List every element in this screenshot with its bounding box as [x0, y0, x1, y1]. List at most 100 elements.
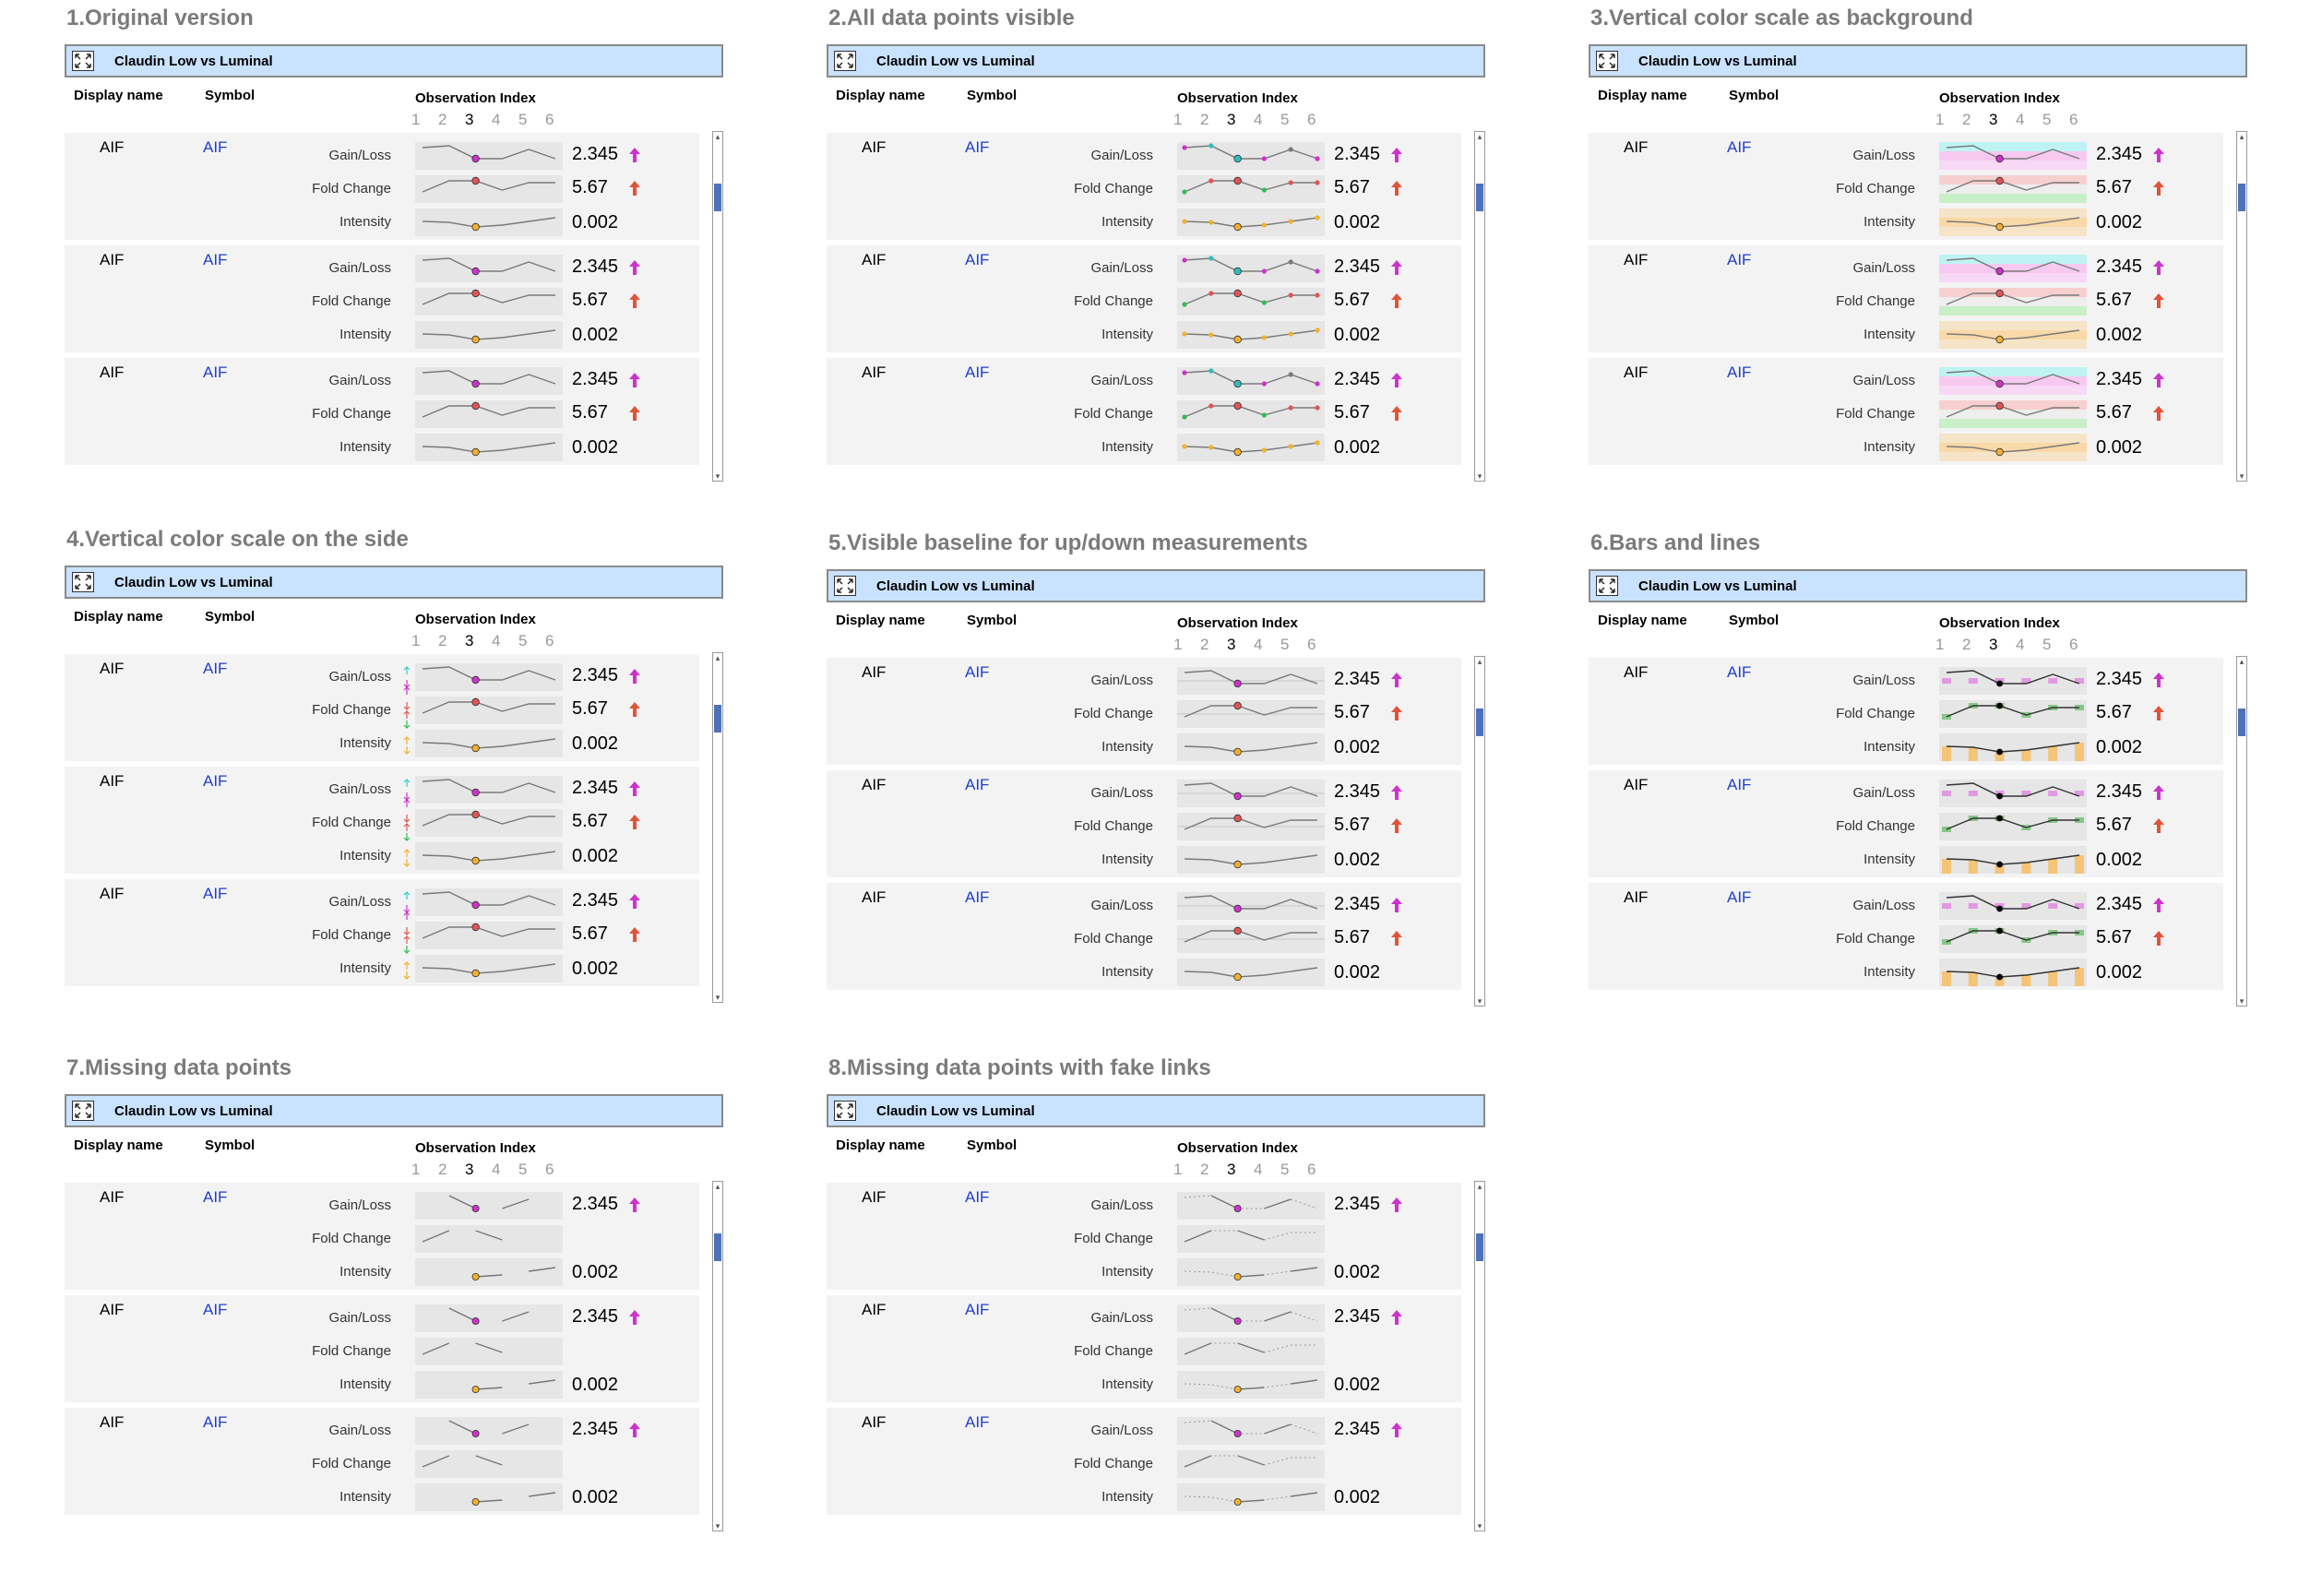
- symbol-link[interactable]: AIF: [965, 251, 990, 268]
- scroll-up-icon[interactable]: ▴: [2239, 657, 2245, 666]
- observation-index-3[interactable]: 3: [1227, 1161, 1236, 1178]
- scrollbar[interactable]: ▴ ▾: [712, 131, 723, 482]
- observation-index-6[interactable]: 6: [1307, 1161, 1316, 1178]
- expand-icon[interactable]: [834, 51, 856, 71]
- scroll-up-icon[interactable]: ▴: [1477, 657, 1482, 666]
- observation-index-6[interactable]: 6: [545, 632, 554, 649]
- expand-icon[interactable]: [1596, 576, 1618, 596]
- observation-index-4[interactable]: 4: [492, 632, 501, 649]
- expand-icon[interactable]: [72, 572, 94, 592]
- symbol-link[interactable]: AIF: [1727, 888, 1752, 906]
- symbol-link[interactable]: AIF: [965, 1413, 990, 1431]
- expand-icon[interactable]: [834, 1101, 856, 1121]
- symbol-link[interactable]: AIF: [1727, 138, 1752, 156]
- observation-index-3[interactable]: 3: [465, 1161, 474, 1178]
- scroll-up-icon[interactable]: ▴: [2239, 132, 2245, 141]
- symbol-link[interactable]: AIF: [203, 1188, 228, 1206]
- scrollbar[interactable]: ▴ ▾: [2236, 656, 2247, 1006]
- observation-index-4[interactable]: 4: [492, 111, 501, 128]
- scroll-thumb[interactable]: [714, 1233, 721, 1261]
- observation-index-2[interactable]: 2: [1962, 636, 1971, 653]
- symbol-link[interactable]: AIF: [203, 1301, 228, 1318]
- observation-index-5[interactable]: 5: [518, 632, 528, 649]
- symbol-link[interactable]: AIF: [203, 885, 228, 902]
- expand-icon[interactable]: [72, 1101, 94, 1121]
- scroll-thumb[interactable]: [2238, 709, 2245, 736]
- scroll-down-icon[interactable]: ▾: [2239, 996, 2245, 1006]
- scrollbar[interactable]: ▴ ▾: [1474, 656, 1485, 1006]
- scroll-down-icon[interactable]: ▾: [2239, 471, 2245, 481]
- symbol-link[interactable]: AIF: [965, 1188, 990, 1206]
- observation-index-6[interactable]: 6: [545, 111, 554, 128]
- scrollbar[interactable]: ▴ ▾: [1474, 1181, 1485, 1531]
- observation-index-4[interactable]: 4: [492, 1161, 501, 1178]
- symbol-link[interactable]: AIF: [965, 1301, 990, 1318]
- symbol-link[interactable]: AIF: [965, 776, 990, 793]
- observation-index-1[interactable]: 1: [1935, 636, 1945, 653]
- scroll-thumb[interactable]: [1476, 184, 1483, 211]
- observation-index-5[interactable]: 5: [1280, 636, 1290, 653]
- observation-index-2[interactable]: 2: [1962, 111, 1971, 128]
- observation-index-3[interactable]: 3: [1227, 636, 1236, 653]
- observation-index-3[interactable]: 3: [1227, 111, 1236, 128]
- observation-index-5[interactable]: 5: [518, 1161, 528, 1178]
- observation-index-2[interactable]: 2: [1200, 111, 1209, 128]
- observation-index-5[interactable]: 5: [1280, 1161, 1290, 1178]
- symbol-link[interactable]: AIF: [965, 138, 990, 156]
- observation-index-1[interactable]: 1: [411, 632, 421, 649]
- observation-index-3[interactable]: 3: [1989, 636, 1998, 653]
- observation-index-2[interactable]: 2: [1200, 1161, 1209, 1178]
- symbol-link[interactable]: AIF: [965, 363, 990, 381]
- observation-index-5[interactable]: 5: [1280, 111, 1290, 128]
- scroll-down-icon[interactable]: ▾: [715, 1521, 720, 1530]
- observation-index-1[interactable]: 1: [1173, 636, 1183, 653]
- observation-index-2[interactable]: 2: [1200, 636, 1209, 653]
- observation-index-4[interactable]: 4: [2016, 111, 2025, 128]
- observation-index-1[interactable]: 1: [1173, 111, 1183, 128]
- observation-index-1[interactable]: 1: [411, 111, 421, 128]
- observation-index-6[interactable]: 6: [2069, 111, 2078, 128]
- symbol-link[interactable]: AIF: [1727, 776, 1752, 793]
- observation-index-5[interactable]: 5: [518, 111, 528, 128]
- expand-icon[interactable]: [1596, 51, 1618, 71]
- observation-index-6[interactable]: 6: [1307, 636, 1316, 653]
- scroll-down-icon[interactable]: ▾: [1477, 471, 1482, 481]
- observation-index-1[interactable]: 1: [1935, 111, 1945, 128]
- observation-index-1[interactable]: 1: [411, 1161, 421, 1178]
- observation-index-6[interactable]: 6: [1307, 111, 1316, 128]
- symbol-link[interactable]: AIF: [1727, 251, 1752, 268]
- scroll-up-icon[interactable]: ▴: [1477, 132, 1482, 141]
- symbol-link[interactable]: AIF: [965, 888, 990, 906]
- scrollbar[interactable]: ▴ ▾: [2236, 131, 2247, 482]
- scrollbar[interactable]: ▴ ▾: [712, 1181, 723, 1531]
- observation-index-3[interactable]: 3: [1989, 111, 1998, 128]
- symbol-link[interactable]: AIF: [203, 363, 228, 381]
- scroll-down-icon[interactable]: ▾: [715, 993, 720, 1002]
- observation-index-4[interactable]: 4: [2016, 636, 2025, 653]
- observation-index-6[interactable]: 6: [2069, 636, 2078, 653]
- symbol-link[interactable]: AIF: [203, 138, 228, 156]
- symbol-link[interactable]: AIF: [203, 1413, 228, 1431]
- scroll-up-icon[interactable]: ▴: [715, 653, 720, 662]
- symbol-link[interactable]: AIF: [203, 772, 228, 790]
- scroll-down-icon[interactable]: ▾: [1477, 996, 1482, 1006]
- symbol-link[interactable]: AIF: [203, 660, 228, 677]
- observation-index-2[interactable]: 2: [438, 632, 447, 649]
- observation-index-4[interactable]: 4: [1254, 1161, 1263, 1178]
- expand-icon[interactable]: [834, 576, 856, 596]
- symbol-link[interactable]: AIF: [1727, 363, 1752, 381]
- symbol-link[interactable]: AIF: [965, 663, 990, 681]
- scrollbar[interactable]: ▴ ▾: [712, 652, 723, 1003]
- scroll-up-icon[interactable]: ▴: [1477, 1182, 1482, 1191]
- observation-index-2[interactable]: 2: [438, 1161, 447, 1178]
- observation-index-3[interactable]: 3: [465, 111, 474, 128]
- scrollbar[interactable]: ▴ ▾: [1474, 131, 1485, 482]
- scroll-thumb[interactable]: [1476, 1233, 1483, 1261]
- observation-index-6[interactable]: 6: [545, 1161, 554, 1178]
- expand-icon[interactable]: [72, 51, 94, 71]
- observation-index-3[interactable]: 3: [465, 632, 474, 649]
- scroll-down-icon[interactable]: ▾: [715, 471, 720, 481]
- symbol-link[interactable]: AIF: [1727, 663, 1752, 681]
- symbol-link[interactable]: AIF: [203, 251, 228, 268]
- observation-index-2[interactable]: 2: [438, 111, 447, 128]
